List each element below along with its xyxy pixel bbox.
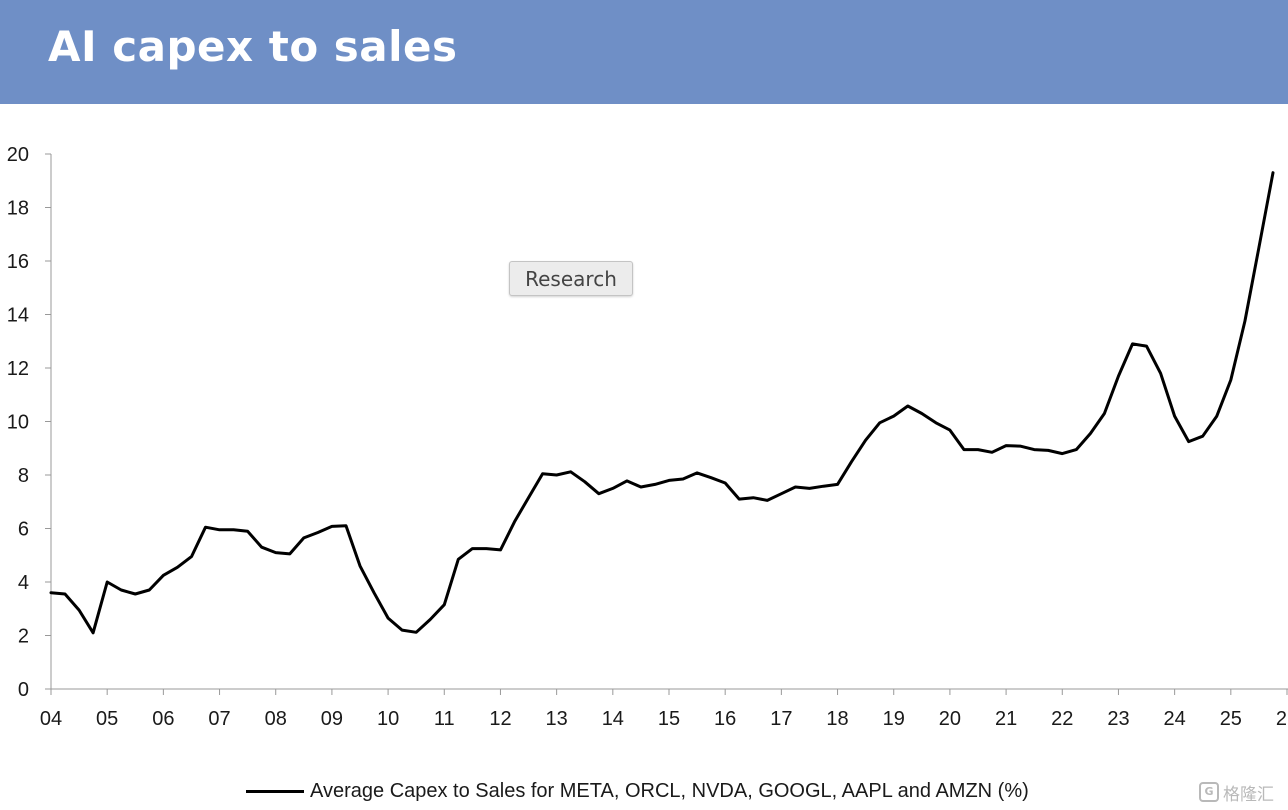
watermark-text: 格隆汇 [1223,784,1274,805]
title-bar: AI capex to sales [0,0,1288,104]
y-tick-label: 18 [7,198,29,220]
x-tick-label: 13 [546,708,568,730]
x-tick-label: 07 [208,708,230,730]
page-title: AI capex to sales [48,22,458,71]
y-tick-label: 2 [18,626,29,648]
x-tick-label: 10 [377,708,399,730]
x-tick-label: 14 [602,708,624,730]
y-tick-label: 4 [18,572,29,594]
x-tick-label: 18 [826,708,848,730]
x-tick-label: 17 [770,708,792,730]
y-tick-label: 14 [7,305,29,327]
x-axis-ticks: 04 05 06 07 08 09 10 11 12 13 14 15 16 17 18 19 20 21 22 23… [40,689,1288,730]
x-tick-label: 23 [1107,708,1129,730]
series-layer [49,171,1275,635]
y-tick-label: 0 [18,679,29,701]
x-tick-label: 16 [714,708,736,730]
x-tick-label: 06 [152,708,174,730]
legend-label: Average Capex to Sales for META, ORCL, N… [310,779,1029,802]
y-tick-label: 12 [7,358,29,380]
x-tick-label: 20 [939,708,961,730]
x-tick-label: 26 [1276,708,1288,730]
x-tick-label: 22 [1051,708,1073,730]
x-tick-label: 24 [1164,708,1186,730]
watermark: G 格隆汇 [1199,779,1274,805]
x-tick-label: 04 [40,708,62,730]
research-button[interactable]: Research [509,261,633,296]
y-tick-label: 6 [18,519,29,541]
legend-line-swatch [246,789,304,793]
x-tick-label: 15 [658,708,680,730]
y-tick-label: 20 [7,144,29,166]
y-axis-ticks: 0 2 4 6 8 10 12 14 16 18 20 [7,144,51,701]
x-tick-label: 09 [321,708,343,730]
y-tick-label: 16 [7,251,29,273]
x-tick-label: 11 [434,708,455,730]
x-tick-label: 05 [96,708,118,730]
series-line-avg-capex-to-sales [49,171,1275,635]
x-tick-label: 19 [883,708,905,730]
x-tick-label: 25 [1220,708,1242,730]
y-tick-label: 10 [7,412,29,434]
watermark-logo-icon: G [1199,782,1219,802]
x-tick-label: 21 [995,708,1017,730]
y-tick-label: 8 [18,465,29,487]
chart-legend: Average Capex to Sales for META, ORCL, N… [246,776,1029,806]
x-tick-label: 12 [489,708,511,730]
x-tick-label: 08 [265,708,287,730]
